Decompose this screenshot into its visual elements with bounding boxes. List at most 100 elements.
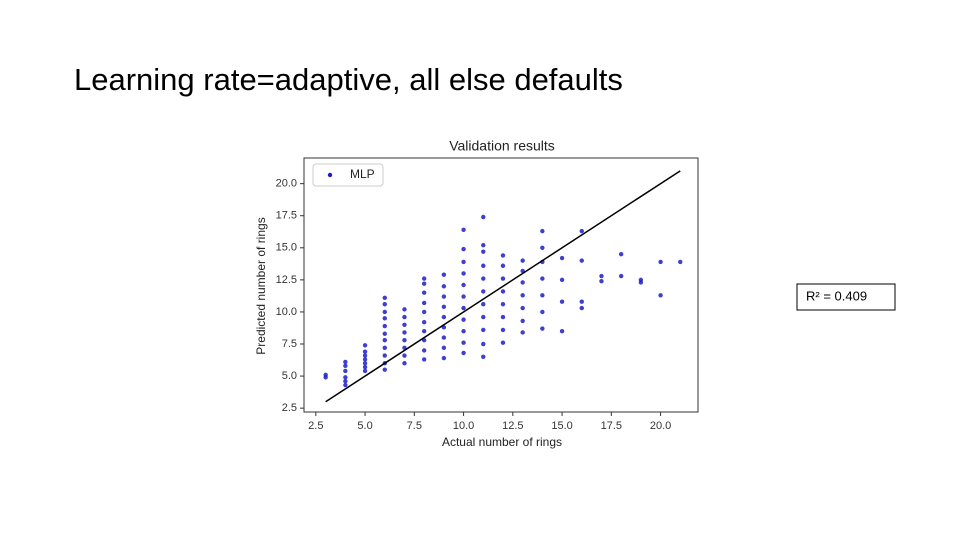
scatter-point — [421, 320, 427, 325]
scatter-point — [559, 299, 565, 304]
scatter-point — [382, 367, 387, 372]
plot-area — [323, 170, 683, 403]
scatter-point — [461, 340, 466, 345]
scatter-point — [579, 228, 584, 234]
scatter-point — [481, 263, 486, 268]
scatter-point — [421, 309, 427, 315]
scatter-point — [421, 300, 427, 306]
scatter-point — [421, 276, 427, 281]
scatter-point — [579, 258, 584, 263]
scatter-point — [461, 294, 466, 299]
scatter-point — [559, 255, 565, 261]
scatter-point — [481, 214, 486, 220]
y-tick-label: 2.5 — [282, 402, 297, 414]
y-tick-label: 10.0 — [276, 306, 297, 318]
x-tick-label: 5.0 — [357, 420, 372, 432]
scatter-point — [540, 228, 545, 234]
scatter-point — [441, 304, 447, 310]
scatter-point — [540, 293, 545, 298]
scatter-point — [362, 361, 368, 366]
scatter-point — [461, 246, 466, 252]
scatter-point — [481, 289, 486, 294]
legend-label: MLP — [350, 167, 375, 181]
scatter-point — [599, 273, 604, 279]
scatter-point — [540, 245, 545, 250]
scatter-point — [461, 271, 466, 276]
scatter-point — [362, 368, 368, 374]
scatter-point — [421, 281, 427, 286]
scatter-point — [402, 337, 407, 343]
scatter-point — [559, 328, 565, 334]
scatter-point — [559, 277, 565, 283]
scatter-point — [481, 314, 486, 320]
scatter-point — [500, 327, 506, 333]
scatter-point — [500, 289, 506, 294]
scatter-point — [382, 302, 387, 307]
scatter-point — [658, 293, 663, 298]
scatter-point — [481, 354, 486, 360]
scatter-point — [323, 372, 328, 377]
x-tick-label: 10.0 — [453, 420, 474, 432]
y-tick-label: 15.0 — [276, 242, 297, 254]
scatter-point — [599, 278, 604, 284]
scatter-point — [343, 363, 348, 369]
scatter-point — [382, 309, 387, 315]
scatter-point — [540, 276, 545, 281]
scatter-point — [461, 317, 466, 322]
scatter-point — [520, 318, 525, 324]
scatter-point — [520, 293, 525, 298]
scatter-point — [441, 345, 447, 351]
scatter-point — [343, 379, 348, 384]
scatter-point — [441, 284, 447, 289]
scatter-point — [362, 343, 368, 348]
scatter-point — [362, 364, 368, 370]
scatter-point — [461, 259, 466, 265]
scatter-point — [481, 249, 486, 254]
annotation-box — [796, 283, 896, 311]
y-tick-label: 20.0 — [276, 178, 297, 190]
scatter-point — [579, 305, 584, 311]
scatter-point — [362, 349, 368, 354]
scatter-point — [441, 272, 447, 277]
scatter-point — [421, 348, 427, 353]
scatter-point — [402, 307, 407, 312]
scatter-point — [618, 273, 624, 279]
scatter-point — [421, 328, 427, 334]
scatter-point — [618, 252, 624, 257]
scatter-point — [343, 382, 348, 388]
scatter-point — [343, 375, 348, 380]
reference-line — [325, 170, 681, 403]
x-tick-label: 20.0 — [650, 420, 671, 432]
slide-title: Learning rate=adaptive, all else default… — [74, 62, 623, 97]
scatter-point — [402, 353, 407, 358]
y-tick-label: 12.5 — [276, 274, 297, 286]
scatter-point — [500, 314, 506, 320]
scatter-point — [500, 340, 506, 345]
scatter-point — [402, 361, 407, 366]
scatter-point — [500, 302, 506, 307]
scatter-point — [382, 345, 387, 351]
scatter-point — [362, 353, 368, 358]
scatter-point — [441, 314, 447, 320]
scatter-point — [441, 335, 447, 340]
scatter-point — [402, 330, 407, 335]
scatter-point — [658, 259, 663, 265]
scatter-point — [461, 305, 466, 311]
scatter-point — [481, 327, 486, 333]
scatter-point — [402, 322, 407, 327]
scatter-point — [362, 357, 368, 362]
scatter-point — [441, 355, 447, 361]
x-tick-label: 7.5 — [407, 420, 422, 432]
scatter-point — [579, 299, 584, 304]
scatter-point — [500, 276, 506, 281]
scatter-point — [402, 314, 407, 320]
scatter-point — [382, 316, 387, 321]
scatter-point — [520, 280, 525, 285]
legend-marker — [327, 172, 333, 178]
scatter-point — [461, 328, 466, 334]
scatter-point — [343, 359, 348, 365]
x-axis-label: Actual number of rings — [442, 435, 562, 449]
scatter-point — [382, 323, 387, 329]
